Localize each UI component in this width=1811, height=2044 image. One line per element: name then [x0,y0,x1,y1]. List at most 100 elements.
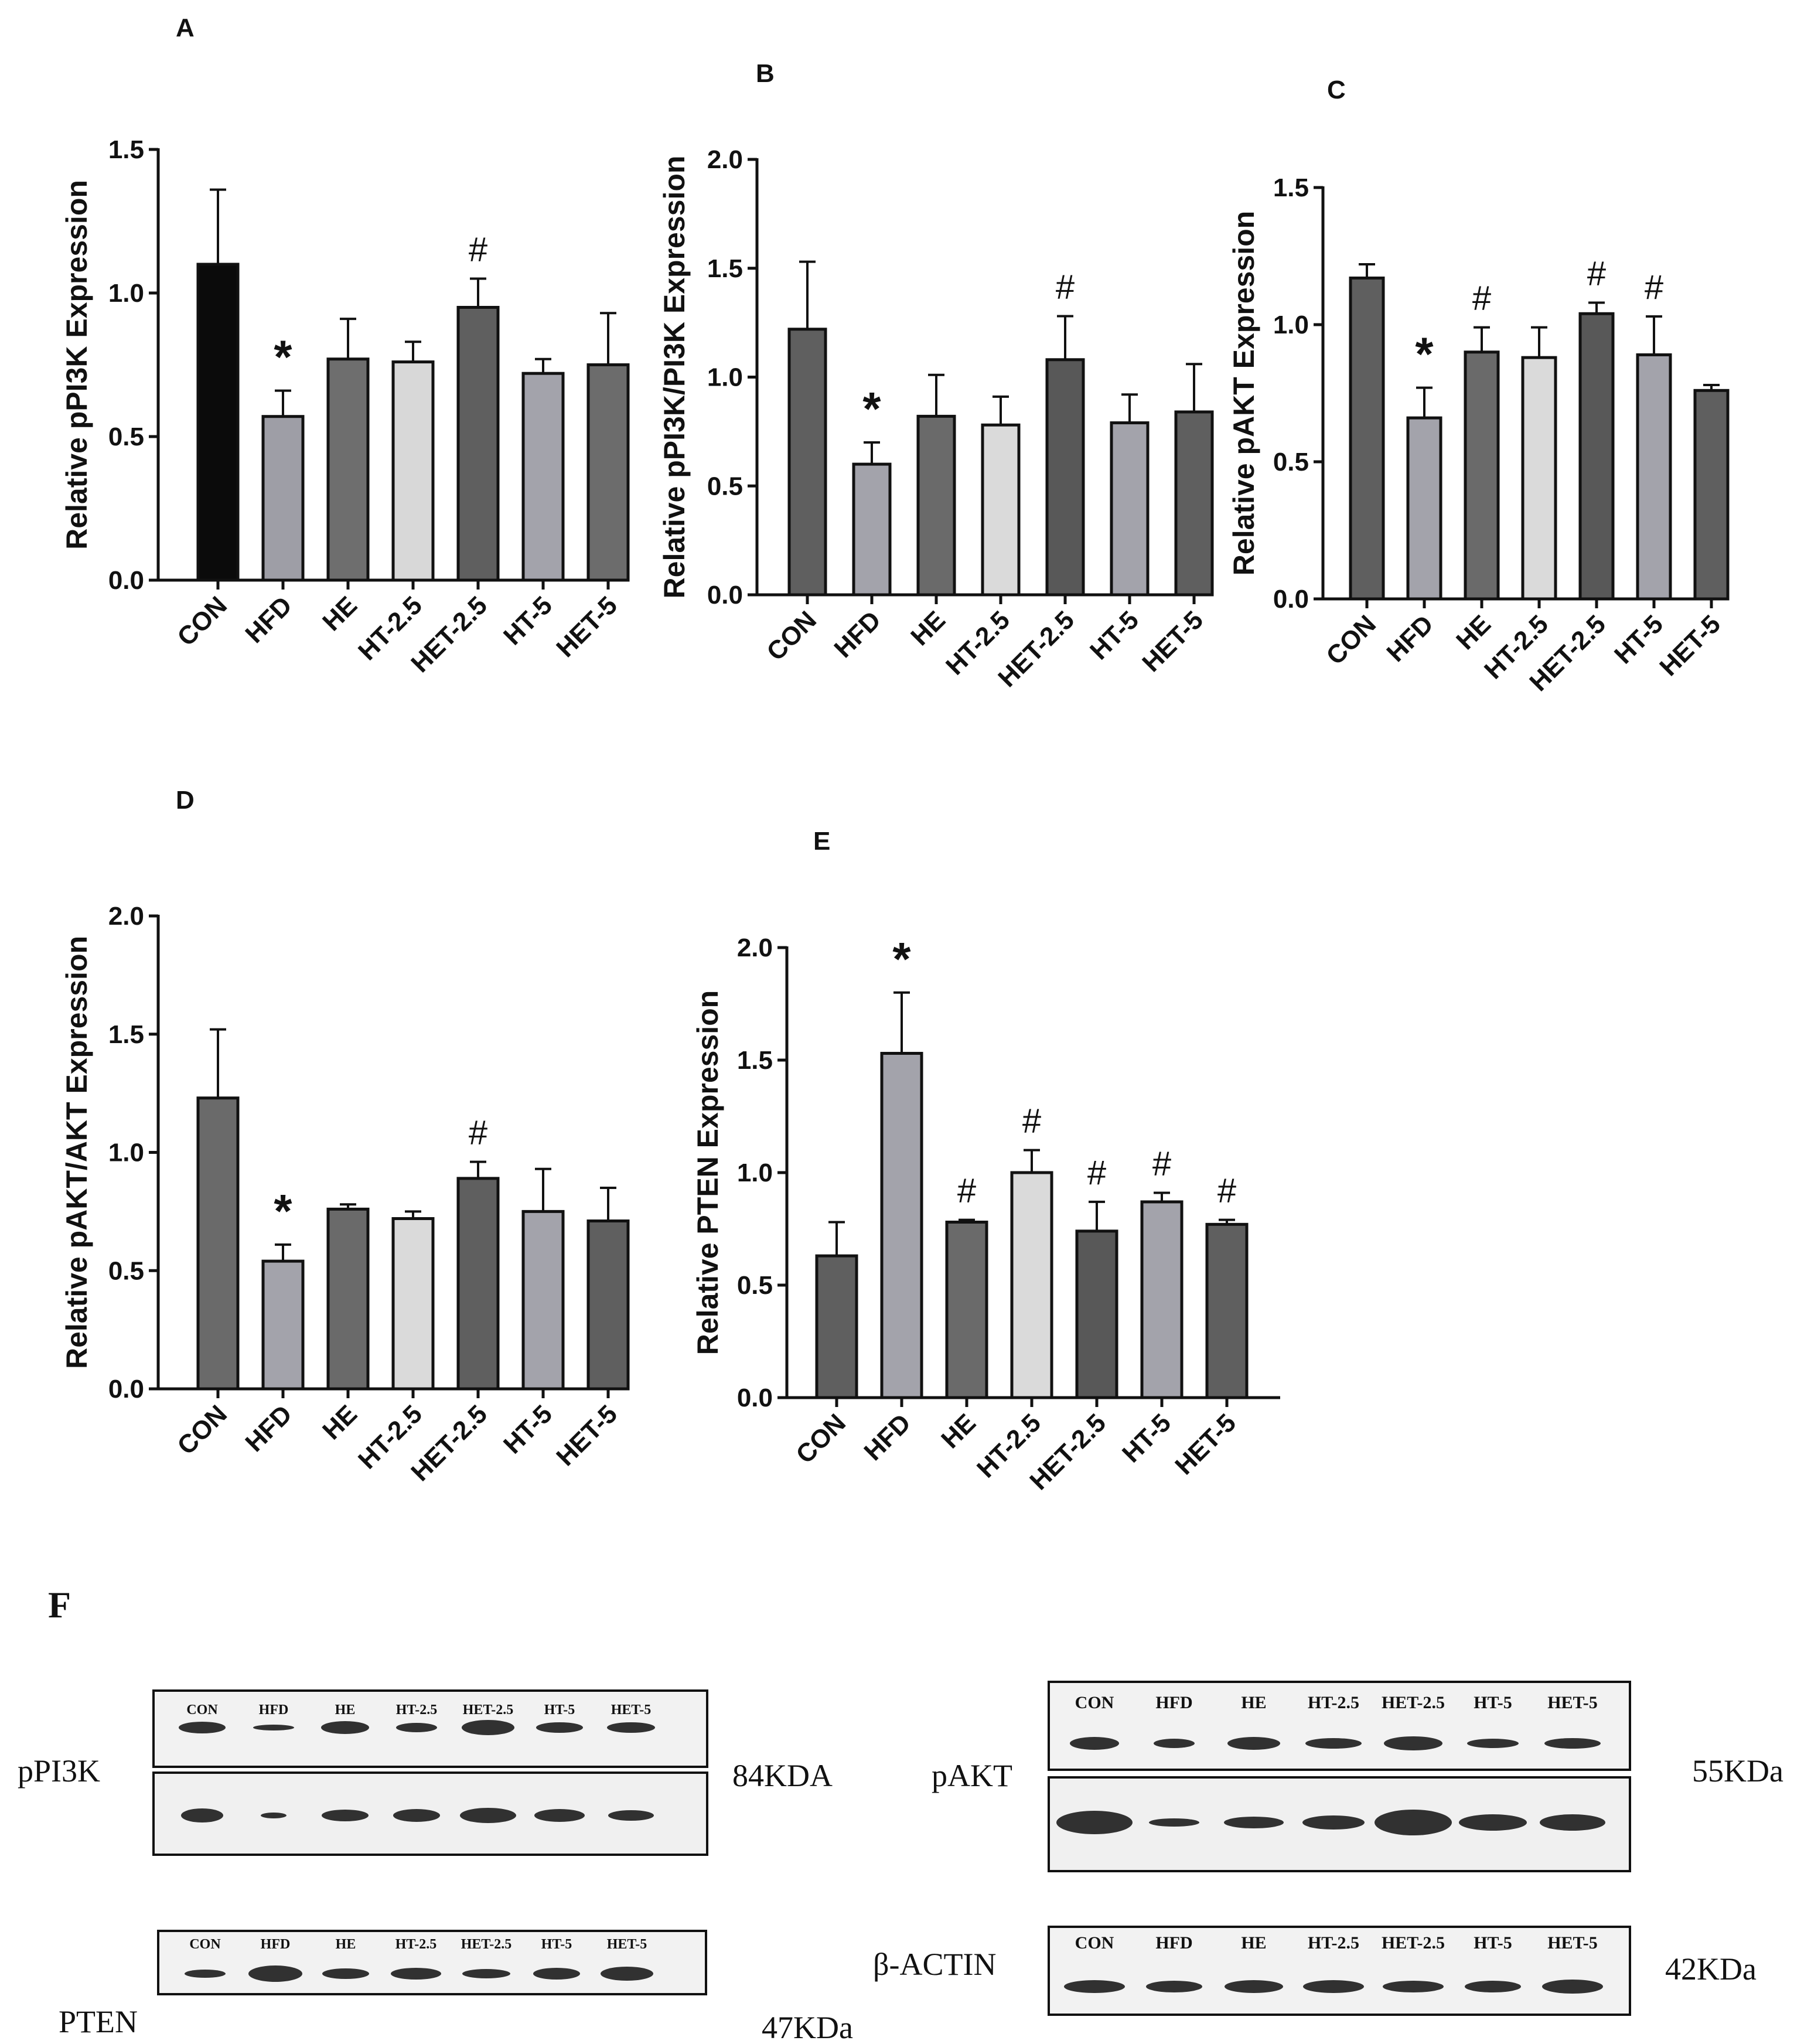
y-axis-label: Relative pAKT/AKT Expression [60,936,93,1369]
x-tick-label: HE [317,591,363,636]
blot-band [1375,1810,1452,1835]
y-tick-label: 1.0 [108,279,144,308]
blot-band [1542,1980,1603,1994]
bar-hfd [1406,416,1442,601]
pakt-label: pAKT [932,1758,1012,1793]
y-tick-label: 1.5 [737,1046,773,1075]
blot-band [321,1721,369,1734]
blot-band [261,1813,287,1818]
blot-band [533,1968,580,1980]
blot-band [1384,1736,1442,1750]
bar-het-2.5 [1045,358,1085,597]
panel-letter: B [756,59,775,88]
significance-hash: # [1472,280,1491,318]
significance-hash: # [1087,1154,1106,1192]
bar-con [196,263,240,582]
blot-lane-label: HET-2.5 [463,1702,513,1718]
actin-blot: CON HFD HE HT-2.5 HET-2.5 HT-5 HET-5 β-ACTIN 4… [873,1926,1757,2016]
blot-lane-label: CON [189,1937,221,1952]
x-tick-label: HET-5 [1654,609,1726,682]
x-tick-label: CON [172,1399,233,1460]
panel-f-letter: F [48,1584,71,1626]
blot-band [1224,1817,1284,1828]
pakt-lane-labels: CON HFD HE HT-2.5 HET-2.5 HT-5 HET-5 [1075,1693,1598,1712]
chart-panel-e: E Relative PTEN Expression 0.0 0.5 1.0 1.5 2.0… [691,827,1280,1495]
blot-lane-label: HET-5 [1547,1693,1598,1712]
significance-hash: # [1217,1172,1236,1210]
y-tick-label: 1.0 [737,1159,773,1187]
blot-band [179,1722,226,1733]
chart-panel-b: B Relative pPI3K/PI3K Expression 0.0 0.5 1.0… [658,59,1214,693]
ppi3k-bands [179,1720,655,1823]
y-tick-label: 2.0 [737,934,773,962]
blot-lane-label: HT-2.5 [396,1702,437,1718]
bar-he [945,1220,988,1399]
x-tick-label: HFD [828,605,886,663]
y-axis-label: Relative pPI3K Expression [60,180,93,550]
chart-panel-d: D Relative pAKT/AKT Expression 0.0 0.5 1.0 1.… [60,786,630,1487]
y-tick-label: 1.5 [1273,173,1309,202]
pten-lane-labels: CON HFD HE HT-2.5 HET-2.5 HT-5 HET-5 [189,1937,647,1952]
actin-lane-labels: CON HFD HE HT-2.5 HET-2.5 HT-5 HET-5 [1075,1933,1598,1953]
bar-charts-group: A Relative pPI3K Expression 0.0 0.5 1.0 1.5 CO… [60,13,1730,1495]
blot-lane-label: HET-5 [611,1702,651,1718]
blot-lane-label: HT-5 [541,1937,572,1952]
bar-het-5 [586,1219,630,1391]
x-tick-label: HET-5 [551,1399,623,1471]
blot-lane-label: HT-5 [1474,1693,1512,1712]
bar-het-5 [586,363,630,582]
blot-lane-label: HET-2.5 [461,1937,511,1952]
y-tick-label: 0.0 [737,1384,773,1412]
x-tick-label: CON [761,605,822,666]
x-tick-label: CON [790,1408,851,1469]
pten-size: 47KDa [762,2010,853,2044]
y-tick-label: 0.5 [108,1256,144,1285]
bar-het-2.5 [1075,1229,1118,1399]
y-axis-label: Relative pPI3K/PI3K Expression [658,156,691,599]
y-tick-label: 1.0 [108,1139,144,1167]
significance-star: * [1415,328,1434,380]
y-tick-label: 0.0 [1273,585,1309,614]
pakt-bands [1056,1736,1605,1835]
blot-band [1225,1980,1283,1993]
blot-band [462,1720,514,1735]
bar-het-5 [1174,410,1214,597]
bar-ht-5 [1140,1200,1184,1399]
bar-ht-5 [521,1210,565,1391]
bar-het-2.5 [456,306,500,582]
bar-con [815,1254,858,1399]
bar-ht-2.5 [391,1217,435,1391]
actin-bands [1064,1980,1603,1994]
actin-label: β-ACTIN [873,1947,996,1982]
blot-lane-label: HFD [1155,1693,1192,1712]
blot-band [1302,1815,1365,1830]
pten-blot: CON HFD HE HT-2.5 HET-2.5 HT-5 HET-5 PTEN 47KD… [59,1930,853,2044]
blot-band [248,1965,302,1982]
y-axis-label: Relative PTEN Expression [691,990,724,1355]
bar-con [196,1096,240,1391]
bar-con [1349,276,1385,601]
blot-band [601,1967,653,1981]
blot-lane-label: HT-2.5 [395,1937,436,1952]
pakt-blot: CON HFD HE HT-2.5 HET-2.5 HT-5 HET-5 pAKT 55KD… [932,1681,1783,1872]
x-tick-label: HE [936,1408,981,1454]
blot-lane-label: HET-2.5 [1382,1933,1445,1953]
bar-he [916,414,956,597]
blot-lane-label: HE [335,1702,356,1718]
y-tick-label: 0.5 [1273,448,1309,476]
bar-he [326,357,370,582]
y-tick-label: 1.0 [1273,311,1309,339]
y-tick-label: 1.5 [108,135,144,164]
y-tick-label: 1.0 [707,363,743,392]
blot-band [1154,1739,1195,1748]
x-tick-label: HFD [858,1408,916,1466]
blot-lane-label: HET-5 [607,1937,647,1952]
chart-panel-c: C Relative pAKT Expression 0.0 0.5 1.0 1.5 CON… [1227,76,1730,697]
blot-lane-label: HET-2.5 [1382,1693,1445,1712]
western-blot-panel: F CON HFD HE HT-2.5 HET-2.5 HT-5 HET-5 pPI3K 8… [18,1584,1783,2044]
x-tick-label: HT-5 [1117,1408,1176,1468]
blot-band [608,1810,654,1821]
bar-het-5 [1205,1222,1249,1399]
y-axis-label: Relative pAKT Expression [1227,211,1260,575]
bar-hfd [852,462,892,597]
